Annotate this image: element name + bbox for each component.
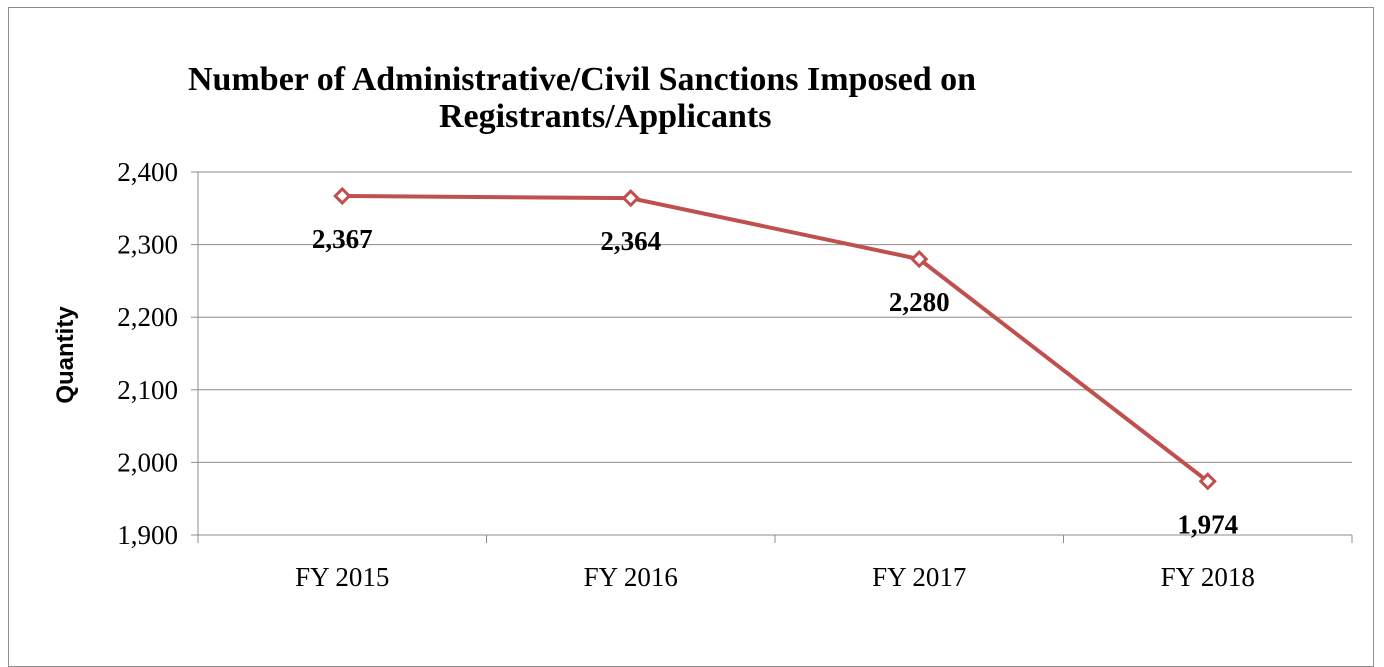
data-point-marker xyxy=(621,189,640,208)
x-tick-label: FY 2018 xyxy=(1161,562,1255,592)
chart-title-line-2: Registrants/Applicants xyxy=(439,98,771,135)
y-tick-label: 2,100 xyxy=(117,375,178,405)
y-tick-label: 2,200 xyxy=(117,302,178,332)
y-tick-label: 2,000 xyxy=(117,447,178,477)
y-tick-label: 2,400 xyxy=(117,157,178,187)
y-tick-label: 1,900 xyxy=(117,520,178,550)
data-labels: 2,367 2,364 2,280 1,974 xyxy=(312,224,1238,539)
y-tick-label: 2,300 xyxy=(117,230,178,260)
x-tick-label: FY 2016 xyxy=(584,562,678,592)
data-label: 2,280 xyxy=(889,287,950,317)
data-point-marker xyxy=(1198,472,1217,491)
data-label: 2,364 xyxy=(600,226,661,256)
x-tick-label: FY 2015 xyxy=(295,562,389,592)
series-line xyxy=(342,193,1209,483)
y-axis-ticks: 1,900 2,000 2,100 2,200 2,300 2,400 xyxy=(117,157,178,550)
data-label: 1,974 xyxy=(1177,509,1238,539)
chart-frame xyxy=(8,7,1374,667)
chart-title-line-1: Number of Administrative/Civil Sanctions… xyxy=(188,61,976,98)
x-axis-ticks: FY 2015 FY 2016 FY 2017 FY 2018 xyxy=(295,562,1255,592)
data-point-marker xyxy=(333,186,352,206)
chart-title: Number of Administrative/Civil Sanctions… xyxy=(188,61,976,135)
data-label: 2,367 xyxy=(312,224,373,254)
series-sanctions xyxy=(333,186,1217,491)
gridlines xyxy=(198,171,1352,463)
x-tick-label: FY 2017 xyxy=(872,562,966,592)
axes xyxy=(191,171,1353,543)
y-axis-label: Quantity xyxy=(52,306,79,404)
data-point-marker xyxy=(910,249,929,269)
